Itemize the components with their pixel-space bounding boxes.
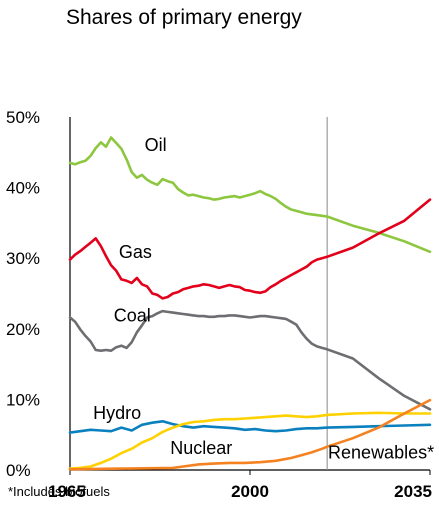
y-tick-label: 40%	[6, 179, 40, 198]
series-line-hydro	[68, 419, 432, 434]
y-tick-label: 20%	[6, 320, 40, 339]
series-line-coal	[68, 309, 432, 411]
x-tick-label: 2035	[394, 482, 432, 501]
series-label-oil: Oil	[145, 135, 167, 155]
series-label-renewables: Renewables*	[328, 443, 434, 463]
y-tick-label: 50%	[6, 108, 40, 127]
y-tick-label: 10%	[6, 390, 40, 409]
x-tick-label: 1965	[48, 482, 86, 501]
y-tick-label: 0%	[6, 461, 31, 480]
series-line-oil	[68, 136, 432, 254]
series-label-hydro: Hydro	[93, 403, 141, 423]
series-line-gas	[68, 198, 432, 300]
footnote: *Includes biofuels	[8, 484, 110, 499]
plot-frame	[69, 117, 431, 475]
series-label-nuclear: Nuclear	[170, 438, 232, 458]
tick-labels: 0% 10% 20% 30% 40% 50% 1965 2000 2035	[6, 108, 432, 501]
series-line-nuclear	[68, 411, 432, 470]
series-lines	[68, 136, 432, 471]
chart-title: Shares of primary energy	[66, 6, 302, 29]
series-label-coal: Coal	[114, 306, 151, 326]
series-line-renewables	[68, 398, 432, 471]
x-tick-label: 2000	[231, 482, 269, 501]
y-tick-label: 30%	[6, 249, 40, 268]
series-label-gas: Gas	[119, 242, 152, 262]
series-labels: Oil Gas Coal Hydro Nuclear Renewables*	[93, 135, 434, 463]
